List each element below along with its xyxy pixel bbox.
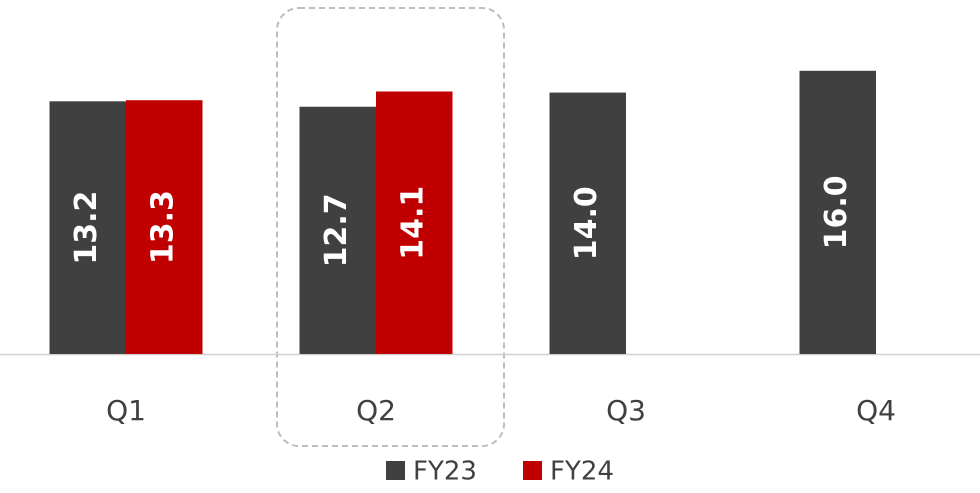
x-tick-label: Q1	[106, 394, 146, 427]
bar	[49, 101, 126, 354]
bar	[126, 100, 203, 354]
bar	[549, 92, 626, 354]
data-label: 14.1	[396, 186, 431, 260]
data-label: 12.7	[319, 193, 354, 267]
legend-label: FY24	[550, 457, 614, 487]
highlight-box	[276, 7, 505, 447]
legend-swatch	[386, 461, 405, 480]
legend-label: FY23	[413, 457, 477, 487]
data-label: 16.0	[819, 175, 854, 249]
bar	[299, 106, 376, 354]
x-tick-label: Q2	[356, 394, 396, 427]
legend-swatch	[523, 461, 542, 480]
x-tick-label: Q4	[856, 394, 896, 427]
bar	[799, 70, 876, 355]
data-label: 13.2	[69, 191, 104, 265]
data-label: 13.3	[146, 190, 181, 264]
x-tick-label: Q3	[606, 394, 646, 427]
data-label: 14.0	[569, 186, 604, 260]
bar	[376, 91, 453, 354]
